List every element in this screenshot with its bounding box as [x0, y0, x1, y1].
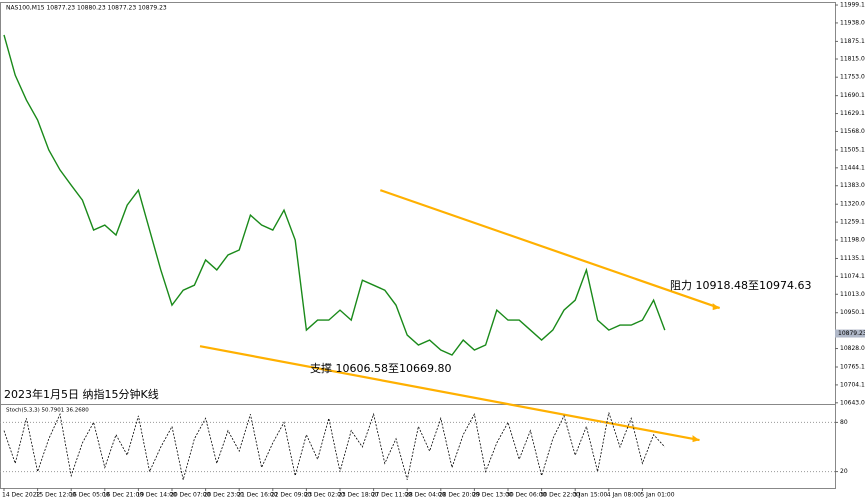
x-tick-label: 4 Jan 08:00	[607, 492, 641, 499]
trend-line	[199, 345, 700, 442]
stoch-line	[3, 412, 666, 480]
trend-arrow	[692, 435, 700, 443]
y-tick-label: 80	[840, 419, 848, 426]
x-tick-label: 23 Dec 18:00	[338, 492, 379, 499]
y-tick-label: 11013.05	[840, 291, 865, 298]
x-tick-label: 29 Dec 13:00	[472, 492, 513, 499]
x-tick-label: 20 Dec 07:00	[170, 492, 211, 499]
x-tick-label: 5 Jan 01:00	[640, 492, 674, 499]
y-tick-label: 11135.10	[840, 255, 865, 262]
y-tick-label: 10643.05	[840, 399, 865, 406]
y-tick-label: 11753.05	[840, 74, 865, 81]
y-tick-label: 11505.10	[840, 146, 865, 153]
current-price-label: 10879.23	[838, 330, 865, 337]
x-tick-label: 27 Dec 11:00	[372, 492, 413, 499]
x-tick-label: 21 Dec 16:00	[237, 492, 278, 499]
x-tick-label: 30 Dec 22:00	[540, 492, 581, 499]
y-tick-label: 11568.05	[840, 128, 865, 135]
y-tick-label: 11629.10	[840, 110, 865, 117]
y-tick-label: 11383.05	[840, 182, 865, 189]
y-tick-label: 11938.05	[840, 19, 865, 26]
resistance-label: 阻力 10918.48至10974.63	[670, 279, 811, 292]
y-tick-label: 11815.05	[840, 56, 865, 63]
x-tick-label: 28 Dec 20:00	[439, 492, 480, 499]
x-tick-label: 20 Dec 23:00	[204, 492, 245, 499]
frame	[0, 2, 836, 489]
trend-line	[379, 189, 721, 310]
current-price-box	[835, 329, 865, 338]
x-tick-label: 22 Dec 09:00	[271, 492, 312, 499]
x-tick-label: 14 Dec 2022	[2, 492, 41, 499]
annotation: 2023年1月5日 纳指15分钟K线	[4, 387, 159, 401]
y-tick-label: 11259.10	[840, 219, 865, 226]
x-tick-label: 16 Dec 21:00	[103, 492, 144, 499]
y-tick-label: 10765.10	[840, 364, 865, 371]
y-tick-label: 11999.10	[840, 2, 865, 9]
y-tick-label: 11875.10	[840, 38, 865, 45]
y-tick-label: 11690.15	[840, 92, 865, 99]
y-tick-label: 10950.10	[840, 309, 865, 316]
x-tick-label: 19 Dec 14:00	[136, 492, 177, 499]
chart-title: NAS100,M15 10877.23 10880.23 10877.23 10…	[6, 5, 167, 12]
y-tick-label: 11320.05	[840, 201, 865, 208]
y-tick-label: 10828.05	[840, 345, 865, 352]
x-tick-label: 16 Dec 05:00	[69, 492, 110, 499]
trend-arrow	[712, 303, 720, 311]
y-tick-label: 11198.05	[840, 237, 865, 244]
x-tick-label: 30 Dec 06:00	[506, 492, 547, 499]
y-tick-label: 10704.10	[840, 381, 865, 388]
x-tick-label: 3 Jan 15:00	[573, 492, 607, 499]
x-tick-label: 28 Dec 04:00	[405, 492, 446, 499]
y-tick-label: 11444.10	[840, 164, 865, 171]
stoch-title: Stoch(5,3,3) 50.7901 36.2680	[6, 408, 89, 414]
x-tick-label: 15 Dec 12:00	[36, 492, 77, 499]
support-label: 支撑 10606.58至10669.80	[310, 361, 451, 375]
y-tick-label: 11074.10	[840, 273, 865, 280]
price-line	[3, 34, 666, 356]
x-tick-label: 23 Dec 02:00	[304, 492, 345, 499]
y-tick-label: 20	[840, 468, 848, 475]
